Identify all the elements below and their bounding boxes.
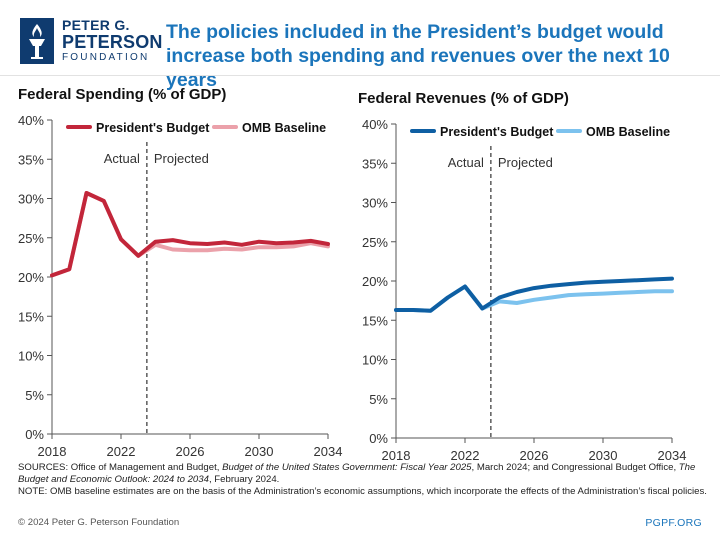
revenue-chart: 0% 5% 10% 15% 20% 25% 30% 35% 40% 2018 2022 2026 203… <box>362 117 687 463</box>
spending-y-tick-label: 40% <box>18 113 44 128</box>
revenue-chart-title: Federal Revenues (% of GDP) <box>358 90 569 107</box>
spending-y-tick-label: 25% <box>18 231 44 246</box>
spending-series-line-presidents-budget <box>50 191 330 278</box>
revenue-x-tick-label: 2022 <box>451 448 480 463</box>
header-divider <box>0 75 720 76</box>
page-title: The policies included in the President’s… <box>166 21 670 91</box>
methodology-note: NOTE: OMB baseline estimates are on the … <box>18 486 707 497</box>
spending-y-tick-label: 15% <box>18 309 44 324</box>
revenue-y-tick-label: 20% <box>362 274 388 289</box>
spending-x-tick-label: 2030 <box>245 444 274 459</box>
spending-chart: 0% 5% 10% 15% 20% 25% 30% 35% 40% 2018 2022 2026 203… <box>18 113 343 459</box>
revenue-y-tick-label: 0% <box>369 431 388 446</box>
spending-x-tick-label: 2026 <box>176 444 205 459</box>
spending-legend-label: OMB Baseline <box>242 121 326 135</box>
site-link[interactable]: PGPF.ORG <box>645 517 702 529</box>
revenue-legend-label: President's Budget <box>440 125 554 139</box>
sources-note: SOURCES: Office of Management and Budget… <box>18 462 696 485</box>
revenue-projected-label: Projected <box>498 155 553 170</box>
revenue-y-tick-label: 35% <box>362 156 388 171</box>
header: PETER G. PETERSON FOUNDATION The policie… <box>0 0 720 91</box>
spending-x-tick-label: 2034 <box>314 444 343 459</box>
revenue-x-tick-label: 2030 <box>589 448 618 463</box>
revenue-y-tick-label: 25% <box>362 235 388 250</box>
revenue-y-tick-label: 30% <box>362 196 388 211</box>
spending-y-tick-label: 10% <box>18 349 44 364</box>
revenue-actual-label: Actual <box>448 155 484 170</box>
revenue-y-tick-label: 40% <box>362 117 388 132</box>
logo-line-2: PETERSON <box>62 32 163 52</box>
spending-x-tick-label: 2018 <box>38 444 67 459</box>
spending-y-tick-label: 5% <box>25 388 44 403</box>
logo-line-3: FOUNDATION <box>62 52 150 63</box>
spending-series-line-omb-baseline <box>50 191 330 278</box>
footnotes: SOURCES: Office of Management and Budget… <box>18 462 708 498</box>
torch-logo-icon <box>20 18 54 64</box>
revenue-x-tick-label: 2026 <box>520 448 549 463</box>
spending-y-tick-label: 30% <box>18 192 44 207</box>
spending-y-tick-label: 20% <box>18 270 44 285</box>
revenue-series-line-presidents-budget <box>394 276 674 313</box>
spending-projected-label: Projected <box>154 151 209 166</box>
spending-legend-label: President's Budget <box>96 121 210 135</box>
logo-wordmark: PETER G. PETERSON FOUNDATION <box>62 18 163 63</box>
revenue-x-tick-label: 2034 <box>658 448 687 463</box>
spending-y-tick-label: 35% <box>18 152 44 167</box>
logo-line-1: PETER G. <box>62 17 130 33</box>
spending-chart-title: Federal Spending (% of GDP) <box>18 86 227 103</box>
copyright: © 2024 Peter G. Peterson Foundation <box>18 517 180 528</box>
spending-y-tick-label: 0% <box>25 427 44 442</box>
revenue-legend-label: OMB Baseline <box>586 125 670 139</box>
spending-actual-label: Actual <box>104 151 140 166</box>
revenue-x-tick-label: 2018 <box>382 448 411 463</box>
revenue-y-tick-label: 5% <box>369 392 388 407</box>
revenue-y-tick-label: 10% <box>362 353 388 368</box>
spending-x-tick-label: 2022 <box>107 444 136 459</box>
revenue-y-tick-label: 15% <box>362 313 388 328</box>
